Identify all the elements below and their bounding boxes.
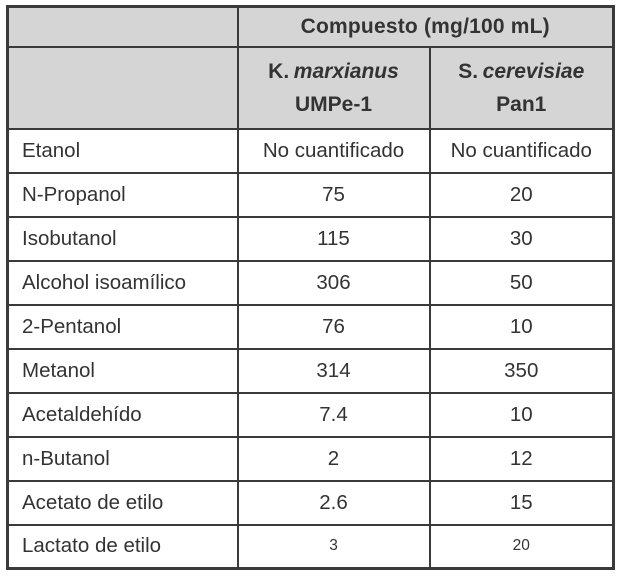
genus-abbr: S. (458, 59, 479, 83)
species-line: K. marxianus (240, 55, 428, 88)
table-row: N-Propanol 75 20 (6, 171, 615, 218)
compound-name: n-Butanol (6, 435, 239, 482)
compound-name: Alcohol isoamílico (6, 259, 239, 306)
genus-abbr: K. (268, 59, 290, 83)
compound-name: Lactato de etilo (6, 523, 239, 570)
table-row: Metanol 314 350 (6, 347, 615, 394)
value-umpe1: 306 (236, 259, 431, 306)
value-pan1: 20 (428, 523, 615, 570)
column-header-umpe1: K. marxianus UMPe-1 (236, 45, 431, 130)
table-row: Etanol No cuantificado No cuantificado (6, 127, 615, 174)
value-umpe1: 75 (236, 171, 431, 218)
value-umpe1: 2.6 (236, 479, 431, 526)
compound-name: Etanol (6, 127, 239, 174)
table-row: 2-Pentanol 76 10 (6, 303, 615, 350)
table-body: Etanol No cuantificado No cuantificado N-Pr… (6, 127, 615, 570)
column-header-pan1: S. cerevisiae Pan1 (428, 45, 615, 130)
table-row: Isobutanol 115 30 (6, 215, 615, 262)
value-pan1: 10 (428, 391, 615, 438)
value-umpe1: No cuantificado (236, 127, 431, 174)
table-row: n-Butanol 2 12 (6, 435, 615, 482)
value-umpe1: 3 (236, 523, 431, 570)
species-line: S. cerevisiae (432, 55, 612, 88)
species-name: cerevisiae (482, 59, 585, 83)
value-umpe1: 314 (236, 347, 431, 394)
value-pan1: 50 (428, 259, 615, 306)
species-name: marxianus (293, 59, 399, 83)
table-row: Lactato de etilo 3 20 (6, 523, 615, 570)
table-row: Acetato de etilo 2.6 15 (6, 479, 615, 526)
compound-table: Compuesto (mg/100 mL) K. marxianus UMPe-1… (6, 5, 616, 570)
compound-name: Acetaldehído (6, 391, 239, 438)
value-umpe1: 7.4 (236, 391, 431, 438)
value-pan1: 350 (428, 347, 615, 394)
corner-cell-top (6, 5, 239, 48)
value-pan1: 15 (428, 479, 615, 526)
corner-cell-bottom (6, 45, 239, 130)
value-umpe1: 2 (236, 435, 431, 482)
table-row: Alcohol isoamílico 306 50 (6, 259, 615, 306)
group-header: Compuesto (mg/100 mL) (236, 5, 615, 48)
value-pan1: 30 (428, 215, 615, 262)
strain-name: UMPe-1 (294, 92, 373, 116)
compound-name: Isobutanol (6, 215, 239, 262)
compound-name: Acetato de etilo (6, 479, 239, 526)
value-umpe1: 76 (236, 303, 431, 350)
compound-name: N-Propanol (6, 171, 239, 218)
compound-name: 2-Pentanol (6, 303, 239, 350)
strain-name: Pan1 (496, 92, 547, 116)
value-pan1: 20 (428, 171, 615, 218)
value-pan1: 12 (428, 435, 615, 482)
strain-header-row: K. marxianus UMPe-1 S. cerevisiae Pan1 (6, 45, 615, 130)
group-header-row: Compuesto (mg/100 mL) (6, 5, 615, 48)
value-pan1: 10 (428, 303, 615, 350)
compound-name: Metanol (6, 347, 239, 394)
table-row: Acetaldehído 7.4 10 (6, 391, 615, 438)
value-umpe1: 115 (236, 215, 431, 262)
value-pan1: No cuantificado (428, 127, 615, 174)
